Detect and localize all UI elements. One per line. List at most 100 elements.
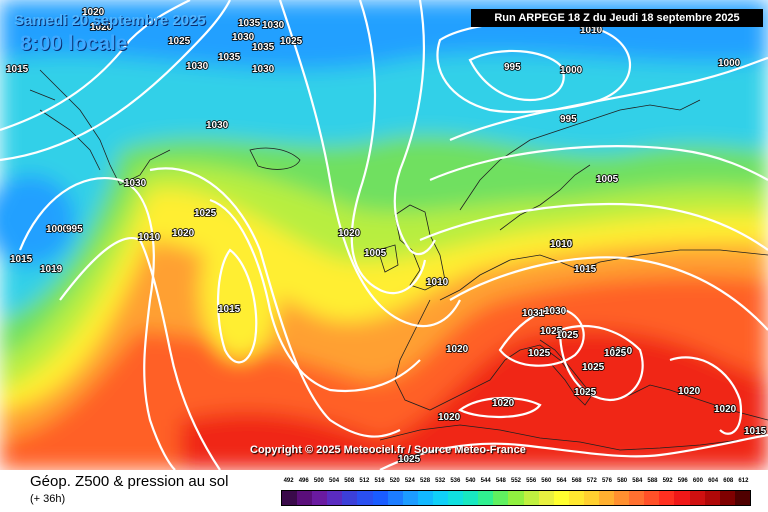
color-scale-swatch (689, 491, 705, 505)
copyright-notice: Copyright © 2025 Meteociel.fr / Source M… (250, 444, 526, 456)
isobar-label: 1035 (218, 52, 241, 63)
iceland-coast (249, 147, 301, 170)
isobar-label: 995 (560, 114, 577, 125)
color-scale-swatch (508, 491, 524, 505)
isobar-label: 1020 (678, 386, 701, 397)
color-scale-swatch (402, 491, 418, 505)
color-scale: 492 496 500 504 508 512 516 520 524 528 532 536 540 5… (281, 478, 751, 506)
color-scale-swatch (629, 491, 645, 505)
color-scale-tick-label: 604 (708, 478, 719, 484)
color-scale-swatch (493, 491, 509, 505)
color-scale-tick-label: 508 (344, 478, 355, 484)
color-scale-swatch (463, 491, 479, 505)
europe-coast (394, 249, 768, 421)
color-scale-tick-label: 592 (662, 478, 673, 484)
legend-title: Géop. Z500 & pression au sol (30, 473, 229, 490)
color-scale-tick-label: 612 (738, 478, 749, 484)
forecast-time: 8:00 locale (20, 32, 128, 55)
isobar-label: 1030 (262, 20, 285, 31)
color-scale-tick-label: 556 (526, 478, 537, 484)
color-scale-swatch (614, 491, 630, 505)
isobar-label: 1020 (492, 398, 515, 409)
isobar-label: 1031 (522, 308, 545, 319)
color-scale-tick-label: 568 (571, 478, 582, 484)
color-scale-tick-label: 516 (374, 478, 385, 484)
color-scale-tick-label: 596 (677, 478, 688, 484)
isobar-label: 1030 (186, 61, 209, 72)
color-scale-swatch (387, 491, 403, 505)
color-scale-swatch (659, 491, 675, 505)
color-scale-tick-label: 524 (404, 478, 415, 484)
isobar-label: 1015 (218, 304, 241, 315)
color-scale-tick-label: 528 (420, 478, 431, 484)
color-scale-tick-label: 564 (556, 478, 567, 484)
isobar-label: 1025 (168, 36, 191, 47)
color-scale-tick-label: 576 (601, 478, 612, 484)
color-scale-tick-label: 496 (298, 478, 309, 484)
color-scale-tick-label: 512 (359, 478, 370, 484)
isobar-label: 1015 (550, 239, 573, 250)
isobar-label: 1005 (596, 174, 619, 185)
color-scale-swatch (568, 491, 584, 505)
color-scale-swatch (478, 491, 494, 505)
isobar-label: 1020 (82, 7, 105, 18)
isobar-label: 1025 (582, 362, 605, 373)
isobar-label: 1030 (544, 306, 567, 317)
color-scale-swatch (598, 491, 615, 505)
isobar-label: 1030 (610, 346, 633, 357)
color-scale-swatch (448, 491, 464, 505)
isobar-label: 1025 (574, 387, 597, 398)
color-scale-swatch (297, 491, 313, 505)
color-scale-tick-label: 504 (329, 478, 340, 484)
color-scale-swatch (538, 491, 554, 505)
color-scale-labels: 492 496 500 504 508 512 516 520 524 528 532 536 540 5… (281, 478, 751, 488)
isobar-label: 1010 (426, 277, 449, 288)
isobar-label: 1015 (744, 426, 767, 437)
isobar-label: 1025 (604, 348, 627, 359)
color-scale-swatch (372, 491, 388, 505)
color-scale-swatch (282, 491, 298, 505)
isobar-label: 1025 (556, 330, 579, 341)
isobar-label: 1025 (540, 326, 563, 337)
isobars (0, 0, 768, 470)
color-scale-tick-label: 580 (617, 478, 628, 484)
isobar-label: 1010 (580, 25, 603, 36)
weather-map: 1020 1020 1025 1035 1030 1030 1035 1025 1030 1035… (0, 0, 768, 470)
color-scale-tick-label: 560 (541, 478, 552, 484)
isobar-label: 1030 (232, 32, 255, 43)
color-scale-tick-label: 540 (465, 478, 476, 484)
color-scale-swatch (432, 491, 449, 505)
isobar-label: 1020 (338, 228, 361, 239)
forecast-date: Samedi 20 septembre 2025 (14, 12, 206, 29)
color-scale-tick-label: 584 (632, 478, 643, 484)
isobar-label: 1020 (90, 22, 113, 33)
isobar-label: 1030 (124, 178, 147, 189)
isobar-label: 1015 (6, 64, 29, 75)
isobar-label: 1015 (10, 254, 33, 265)
z500-color-field (0, 0, 768, 470)
color-scale-swatch (312, 491, 328, 505)
color-scale-swatch (342, 491, 358, 505)
isobar-label: 1019 (40, 264, 63, 275)
isobar-label: 1025 (398, 454, 421, 465)
isobar-label: 1025 (528, 348, 551, 359)
color-scale-swatch (719, 491, 735, 505)
color-scale-tick-label: 548 (495, 478, 506, 484)
color-scale-swatch (553, 491, 569, 505)
color-scale-swatch (327, 491, 343, 505)
color-scale-tick-label: 532 (435, 478, 446, 484)
isobar-label: 1000 (46, 224, 69, 235)
geopotential-map-canvas: 1020102010251035103010301035102510301035… (0, 0, 768, 470)
isobar-label: 1020 (446, 344, 469, 355)
color-scale-tick-label: 608 (723, 478, 734, 484)
isobar-label: 1025 (194, 208, 217, 219)
isobar-label: 1000 (560, 65, 583, 76)
isobar-label: 1010 (138, 232, 161, 243)
color-scale-tick-label: 500 (313, 478, 324, 484)
scandinavia-coast (459, 99, 701, 231)
isobar-label: 1020 (438, 412, 461, 423)
color-scale-tick-label: 544 (480, 478, 491, 484)
color-scale-tick-label: 588 (647, 478, 658, 484)
color-scale-swatch (583, 491, 599, 505)
isobar-labels: 1020102010251035103010301035102510301035… (5, 6, 767, 466)
